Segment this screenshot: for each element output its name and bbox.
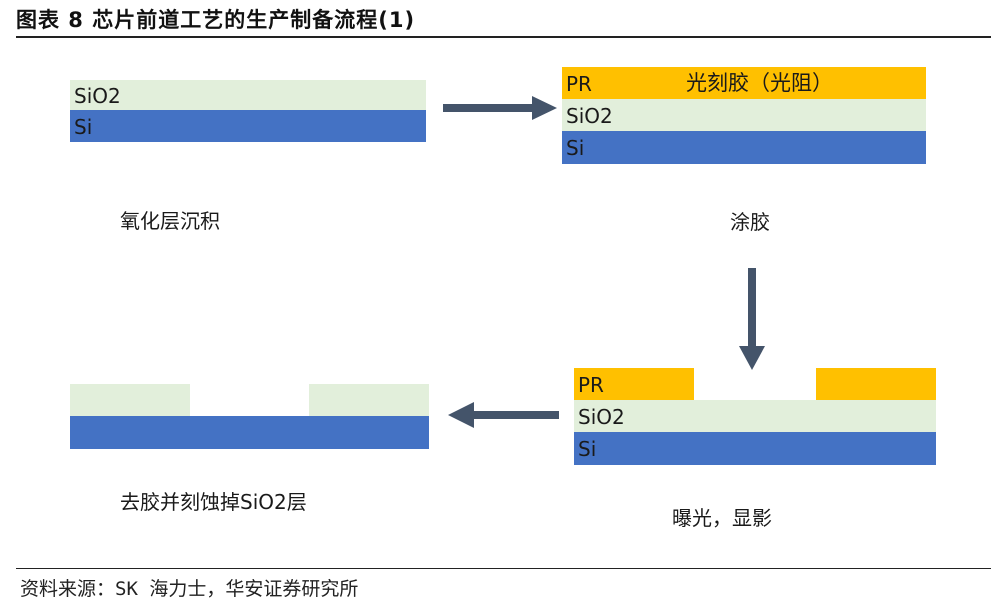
pr-label: PR (566, 72, 592, 96)
source-note: 资料来源：SK 海力士，华安证券研究所 (20, 578, 359, 600)
sio2-label: SiO2 (566, 104, 613, 128)
si-label: Si (74, 115, 93, 139)
sio2-layer-left (70, 384, 190, 416)
sio2-label: SiO2 (74, 84, 121, 108)
sio2-layer: SiO2 (70, 80, 426, 110)
si-layer (70, 416, 429, 449)
arrow-right (443, 96, 557, 120)
arrow-left (448, 402, 559, 428)
pr-layer: PR 光刻胶（光阻） (562, 67, 926, 99)
pr-label: PR (578, 373, 604, 397)
sio2-layer: SiO2 (574, 400, 936, 432)
si-layer: Si (70, 110, 426, 142)
si-layer: Si (562, 131, 926, 164)
si-label: Si (578, 437, 597, 461)
sio2-layer-right (309, 384, 429, 416)
top-divider (16, 36, 991, 38)
page-title: 图表 8 芯片前道工艺的生产制备流程(1) (16, 8, 416, 32)
pr-layer-right (816, 368, 936, 400)
step-caption: 去胶并刻蚀掉SiO2层 (120, 490, 307, 514)
si-layer: Si (574, 432, 936, 465)
bottom-divider (16, 568, 991, 569)
photoresist-label: 光刻胶（光阻） (686, 71, 833, 95)
sio2-label: SiO2 (578, 405, 625, 429)
step-caption: 涂胶 (730, 210, 770, 234)
step-caption: 曝光，显影 (672, 506, 772, 530)
pr-layer-left: PR (574, 368, 694, 400)
step-caption: 氧化层沉积 (120, 209, 220, 233)
si-label: Si (566, 136, 585, 160)
arrow-down (739, 268, 765, 370)
sio2-layer: SiO2 (562, 99, 926, 131)
